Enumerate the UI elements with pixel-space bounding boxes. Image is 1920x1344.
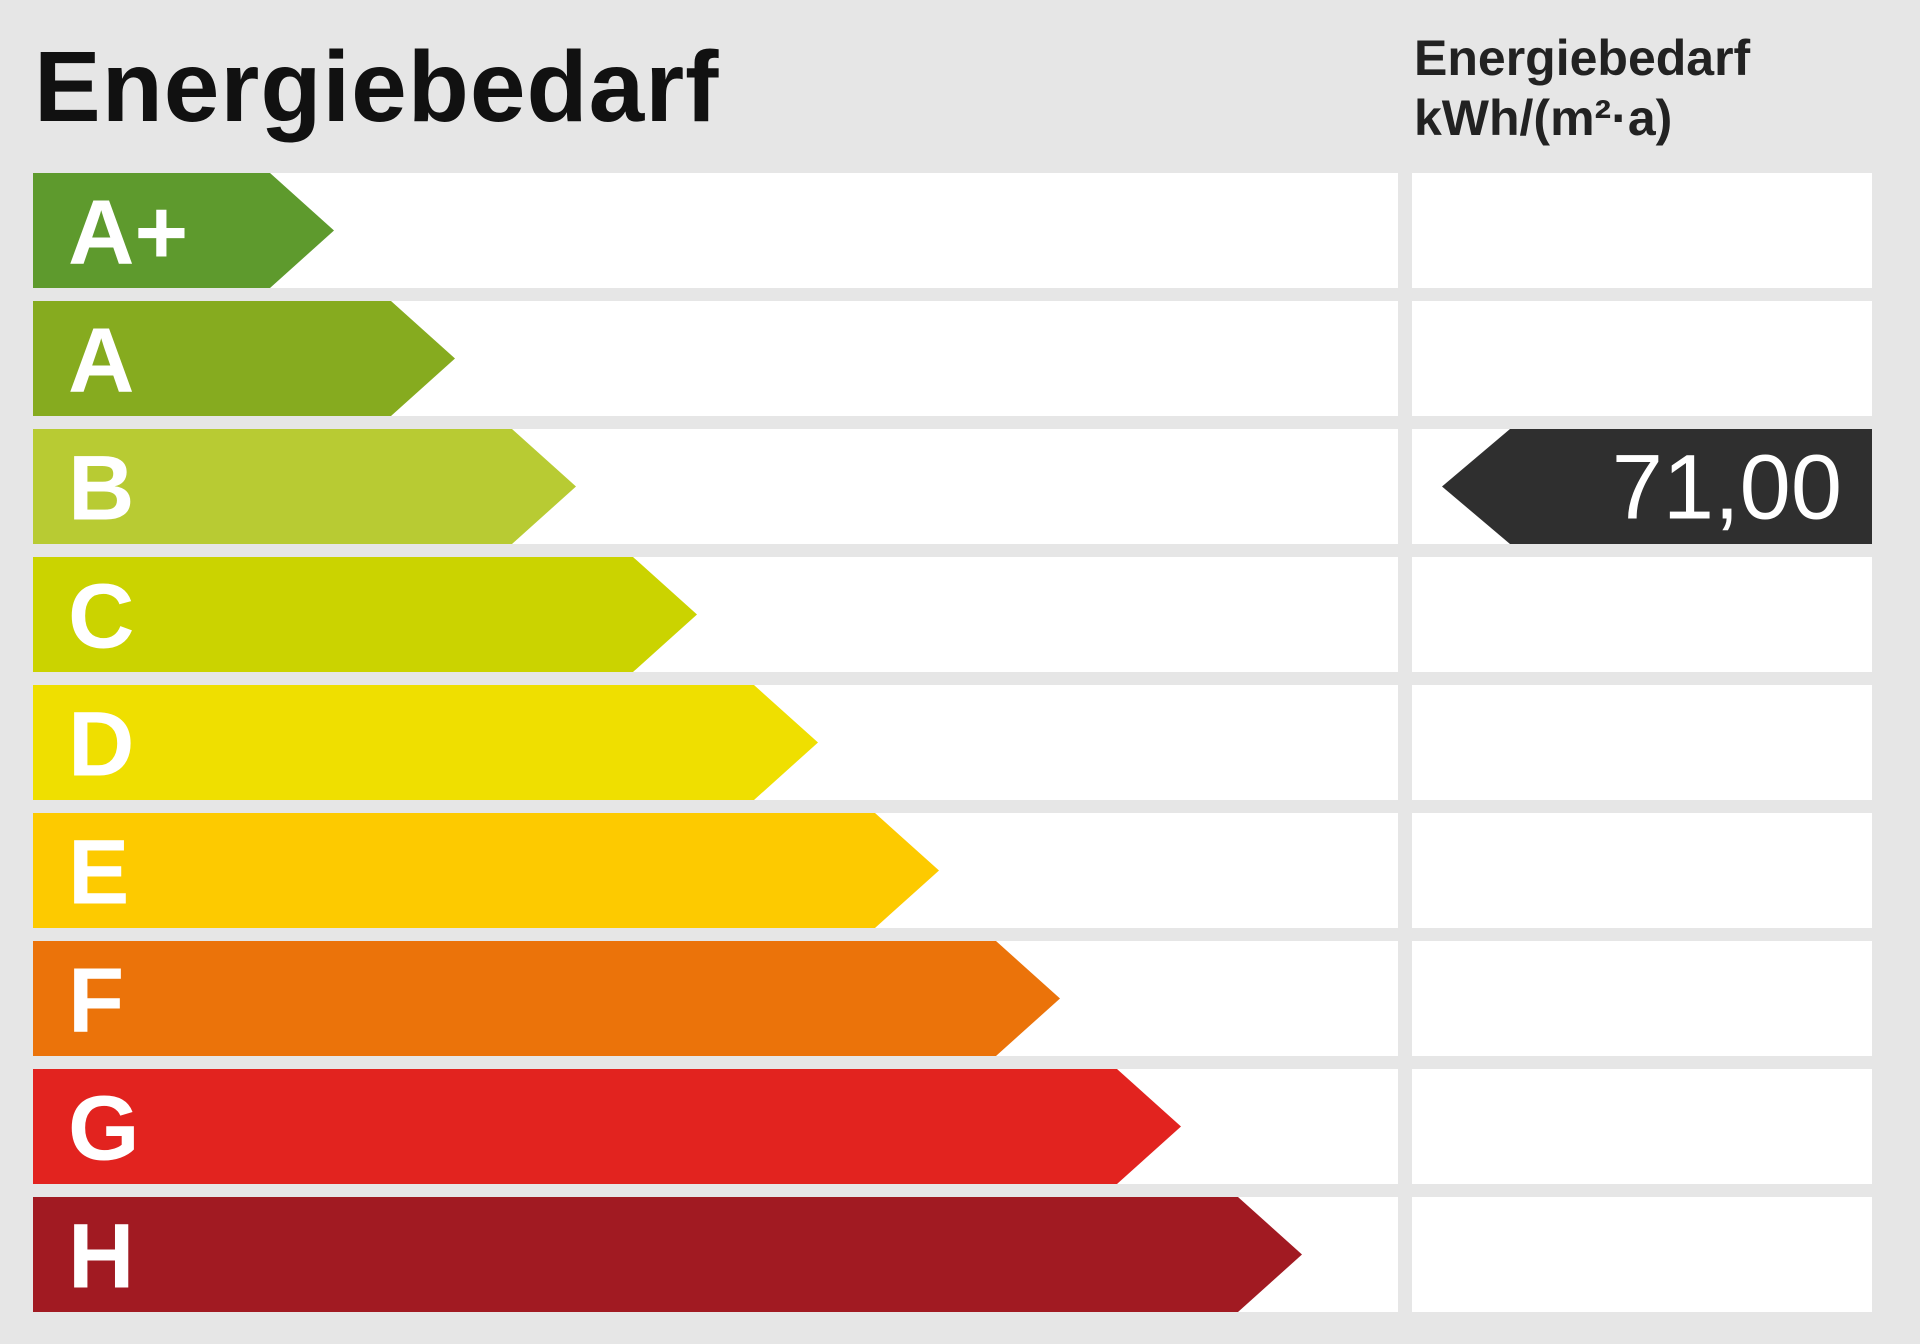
value-cell	[1412, 557, 1872, 672]
class-bar-F	[33, 941, 1060, 1056]
class-bar-C	[33, 557, 697, 672]
class-label: A+	[68, 182, 188, 284]
class-label: A	[68, 310, 134, 412]
value-cell	[1412, 173, 1872, 288]
class-bar-E	[33, 813, 939, 928]
chart-title: Energiebedarf	[34, 31, 720, 143]
value-cell	[1412, 813, 1872, 928]
class-label: G	[68, 1078, 140, 1180]
class-label: B	[68, 438, 134, 540]
class-bar-B	[33, 429, 576, 544]
value-header-unit: kWh/(m²·a)	[1414, 90, 1673, 146]
value-cell	[1412, 301, 1872, 416]
value-cell	[1412, 685, 1872, 800]
class-label: C	[68, 566, 134, 668]
value-header-line1: Energiebedarf	[1414, 30, 1751, 86]
value-cell	[1412, 941, 1872, 1056]
class-label: H	[68, 1206, 134, 1308]
class-bar-D	[33, 685, 818, 800]
value-cell	[1412, 1069, 1872, 1184]
class-bar-A	[33, 301, 455, 416]
value-marker	[1442, 429, 1872, 544]
class-label: E	[68, 822, 129, 924]
class-label: F	[68, 950, 124, 1052]
class-bar-A+	[33, 173, 334, 288]
value-column-header: Energiebedarf kWh/(m²·a)	[1414, 28, 1750, 148]
value-cell	[1412, 1197, 1872, 1312]
class-bar-G	[33, 1069, 1181, 1184]
class-bar-H	[33, 1197, 1302, 1312]
class-label: D	[68, 694, 134, 796]
marker-value: 71,00	[1612, 437, 1842, 539]
